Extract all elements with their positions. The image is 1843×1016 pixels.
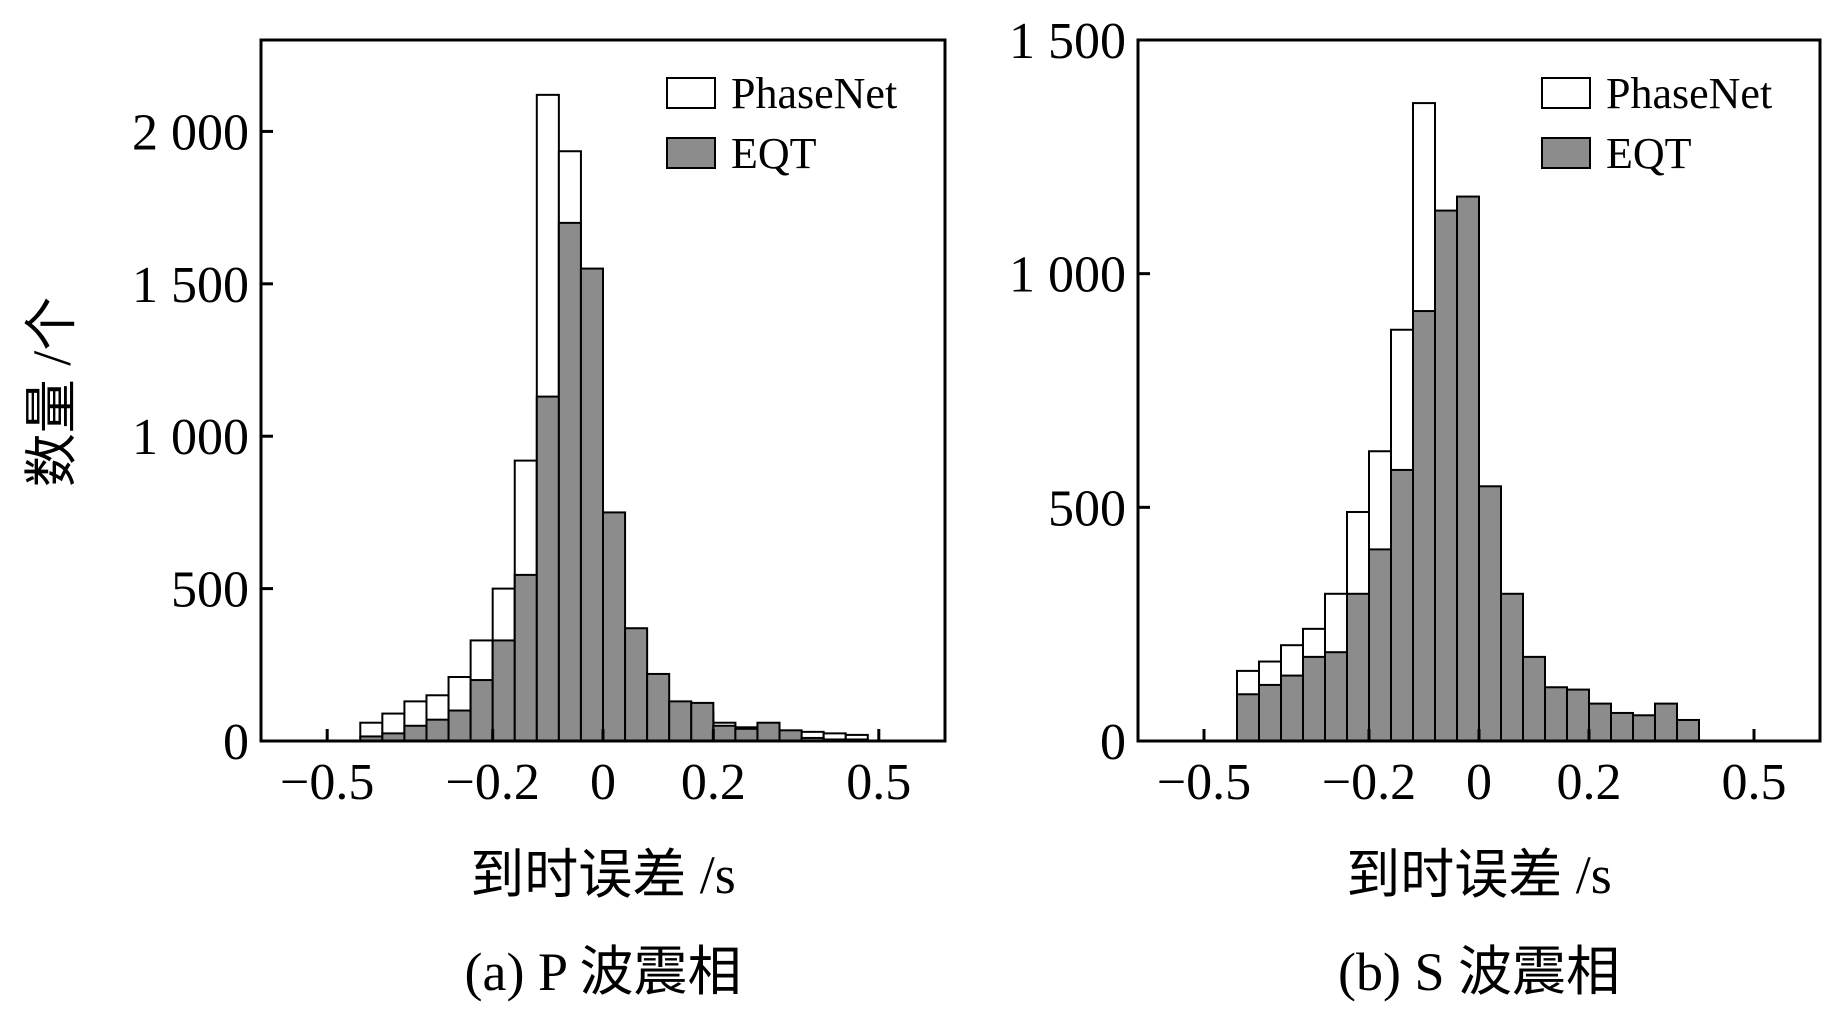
y-tick-label: 1 500 [1009,13,1126,70]
bar-eqt-12 [1500,592,1524,742]
bar-eqt-17 [1610,711,1634,743]
histogram-bars [1236,102,1700,743]
bar-eqt-17 [734,727,759,743]
bar-eqt-13 [1522,655,1546,743]
bar-eqt-18 [1632,714,1656,743]
bar-eqt-15 [690,701,715,742]
legend-swatch-phasenet [666,77,716,109]
legend-label-phasenet: PhaseNet [731,69,897,118]
bar-eqt-4 [447,709,472,742]
legend-swatch-eqt [1541,137,1591,169]
bar-eqt-7 [513,573,538,743]
x-tick-label: 0 [590,754,616,811]
bar-eqt-9 [1434,209,1458,742]
x-tick-label: −0.5 [1157,754,1251,811]
legend-label-eqt: EQT [1606,129,1692,178]
panel-caption: (b) S 波震相 [1338,942,1620,1002]
x-tick-label: 0.2 [681,754,746,811]
panel-s-wave: 0 500 1 000 1 500 −0.5 −0.2 0 0.2 0.5 PhaseNet E… [1009,13,1822,1002]
bar-eqt-6 [491,639,516,743]
bar-eqt-18 [756,721,781,743]
y-tick-label: 500 [171,562,249,619]
legend-label-phasenet: PhaseNet [1606,69,1772,118]
axis-ticks: 0 500 1 000 1 500 2 000 −0.5 −0.2 0 0.2 0.5 [132,104,911,811]
y-tick-label: 500 [1048,480,1126,537]
x-tick-label: 0 [1466,754,1492,811]
bar-eqt-11 [602,511,627,742]
bar-eqt-12 [624,627,649,742]
bar-eqt-13 [646,672,671,742]
bar-eqt-2 [1280,674,1304,742]
bar-eqt-7 [1390,468,1414,742]
panel-p-wave: 0 500 1 000 1 500 2 000 −0.5 −0.2 0 0.2 0.5 Phase… [132,38,947,1002]
y-axis-label: 数量 /个 [22,297,82,488]
legend-label-eqt: EQT [731,129,817,178]
legend: PhaseNet EQT [1541,69,1772,178]
x-axis-label: 到时误差 /s [1346,845,1612,905]
y-tick-label: 0 [1100,714,1126,771]
bar-eqt-6 [1368,548,1392,742]
x-tick-label: −0.5 [280,754,374,811]
bar-eqt-2 [403,724,428,742]
bar-eqt-3 [1302,655,1326,743]
legend: PhaseNet EQT [666,69,897,178]
bar-eqt-20 [1676,718,1700,742]
bar-eqt-0 [1236,693,1260,742]
bar-eqt-10 [1456,195,1480,743]
bar-eqt-5 [469,679,494,742]
bar-eqt-19 [1654,702,1678,743]
x-tick-label: −0.2 [446,754,540,811]
bar-eqt-5 [1346,592,1370,742]
x-tick-label: −0.2 [1322,754,1416,811]
bar-eqt-8 [1412,310,1436,742]
bar-eqt-11 [1478,485,1502,743]
y-tick-label: 2 000 [132,104,249,161]
bar-eqt-15 [1566,688,1590,742]
legend-swatch-eqt [666,137,716,169]
bar-eqt-1 [1258,683,1282,742]
bar-eqt-8 [535,395,560,742]
y-tick-label: 1 000 [1009,247,1126,304]
legend-swatch-phasenet [1541,77,1591,109]
x-tick-label: 0.5 [1722,754,1787,811]
y-tick-label: 0 [223,714,249,771]
bar-eqt-4 [1324,651,1348,742]
x-tick-label: 0.2 [1557,754,1622,811]
bar-eqt-19 [778,729,803,742]
bar-eqt-3 [425,718,450,743]
y-tick-label: 1 000 [132,409,249,466]
y-tick-label: 1 500 [132,257,249,314]
bar-eqt-14 [1544,686,1568,742]
bar-eqt-16 [712,724,737,742]
histogram-bars [359,93,869,743]
bar-eqt-10 [579,267,605,742]
bar-eqt-14 [668,700,693,742]
x-axis-label: 到时误差 /s [470,845,736,905]
x-tick-label: 0.5 [846,754,911,811]
panel-caption: (a) P 波震相 [465,942,742,1002]
bar-eqt-16 [1588,702,1612,743]
axis-ticks: 0 500 1 000 1 500 −0.5 −0.2 0 0.2 0.5 [1009,13,1787,811]
bar-eqt-9 [557,221,582,742]
